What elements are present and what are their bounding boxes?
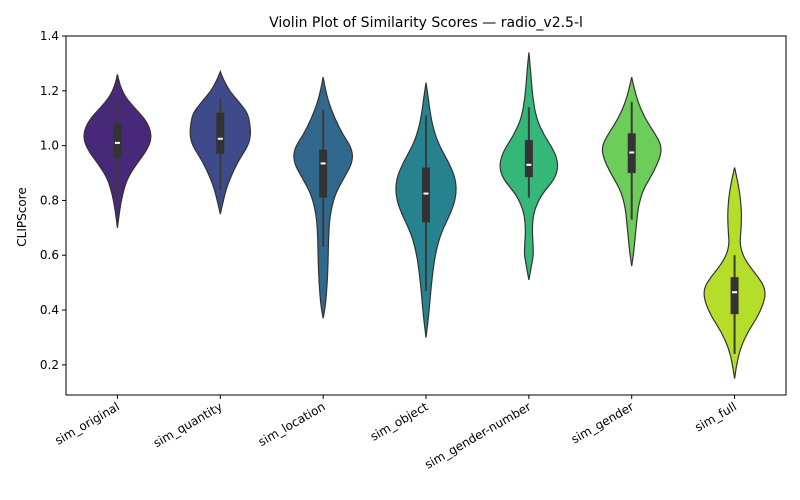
x-tick-label: sim_gender — [569, 399, 637, 446]
y-tick-label: 1.4 — [40, 29, 59, 43]
iqr-box-sim_gender-number — [524, 140, 533, 178]
y-tick-label: 1.0 — [40, 139, 59, 153]
median-marker-sim_object — [423, 192, 429, 195]
median-marker-sim_full — [732, 291, 738, 294]
x-axis: sim_original sim_quantity sim_location sim_… — [52, 395, 739, 472]
median-marker-sim_quantity — [217, 137, 223, 140]
y-axis: 0.2 0.4 0.6 0.8 1.0 1.2 1.4 — [40, 29, 787, 396]
boxes-group — [113, 96, 739, 354]
y-tick-label: 1.2 — [40, 84, 59, 98]
y-tick-label: 0.4 — [40, 303, 59, 317]
iqr-box-sim_full — [730, 277, 739, 315]
iqr-box-sim_quantity — [216, 112, 225, 154]
iqr-box-sim_location — [319, 149, 328, 198]
iqr-box-sim_original — [113, 123, 122, 158]
y-tick-label: 0.2 — [40, 358, 59, 372]
x-tick-label: sim_object — [368, 399, 431, 443]
x-tick-label: sim_quantity — [151, 399, 225, 450]
median-marker-sim_gender — [629, 151, 635, 154]
median-marker-sim_location — [320, 162, 326, 165]
iqr-box-sim_object — [422, 167, 430, 223]
median-marker-sim_original — [114, 141, 120, 144]
median-marker-sim_gender-number — [526, 163, 532, 166]
y-axis-title: CLIPScore — [15, 187, 29, 246]
y-tick-label: 0.6 — [40, 248, 59, 262]
chart-title: Violin Plot of Similarity Scores — radio… — [269, 15, 583, 31]
x-tick-label: sim_original — [52, 399, 121, 447]
y-tick-label: 0.8 — [40, 193, 59, 207]
x-tick-label: sim_gender-number — [422, 399, 533, 471]
x-tick-label: sim_full — [692, 399, 739, 434]
x-tick-label: sim_location — [256, 399, 328, 449]
